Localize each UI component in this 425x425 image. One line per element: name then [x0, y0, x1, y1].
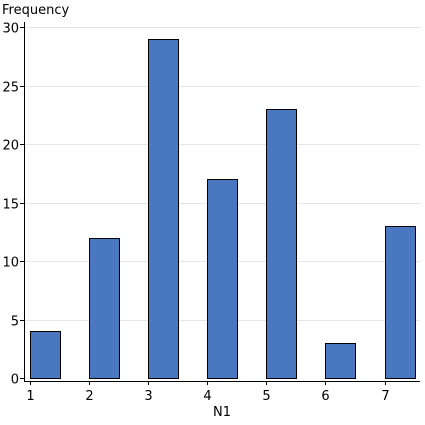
y-tick-label: 5: [11, 315, 19, 330]
bar-6: [325, 343, 356, 379]
x-tick-label: 7: [381, 389, 389, 404]
x-axis-title: N1: [213, 405, 231, 420]
y-tick-label: 0: [11, 373, 19, 388]
bar-3: [148, 39, 179, 379]
x-tick-label: 3: [144, 389, 152, 404]
bar-1: [30, 331, 61, 379]
y-tick-label: 15: [2, 198, 19, 213]
y-ticks: 0 5 10 15 20 25 30: [2, 22, 24, 388]
y-axis-title: Frequency: [2, 3, 69, 18]
y-tick-label: 30: [2, 22, 19, 37]
y-tick-label: 20: [2, 139, 19, 154]
bar-2: [89, 238, 120, 379]
x-tick-label: 5: [262, 389, 270, 404]
y-tick-label: 10: [2, 256, 19, 271]
bar-7: [385, 226, 416, 379]
x-tick-label: 1: [26, 389, 34, 404]
x-tick-label: 2: [85, 389, 93, 404]
x-ticks: 1 2 3 4 5 6 7: [26, 381, 390, 404]
y-tick-label: 25: [2, 81, 19, 96]
bar-4: [207, 179, 238, 379]
bar-5: [266, 109, 297, 379]
x-tick-label: 4: [203, 389, 211, 404]
x-tick-label: 6: [321, 389, 329, 404]
bars: [30, 39, 416, 379]
